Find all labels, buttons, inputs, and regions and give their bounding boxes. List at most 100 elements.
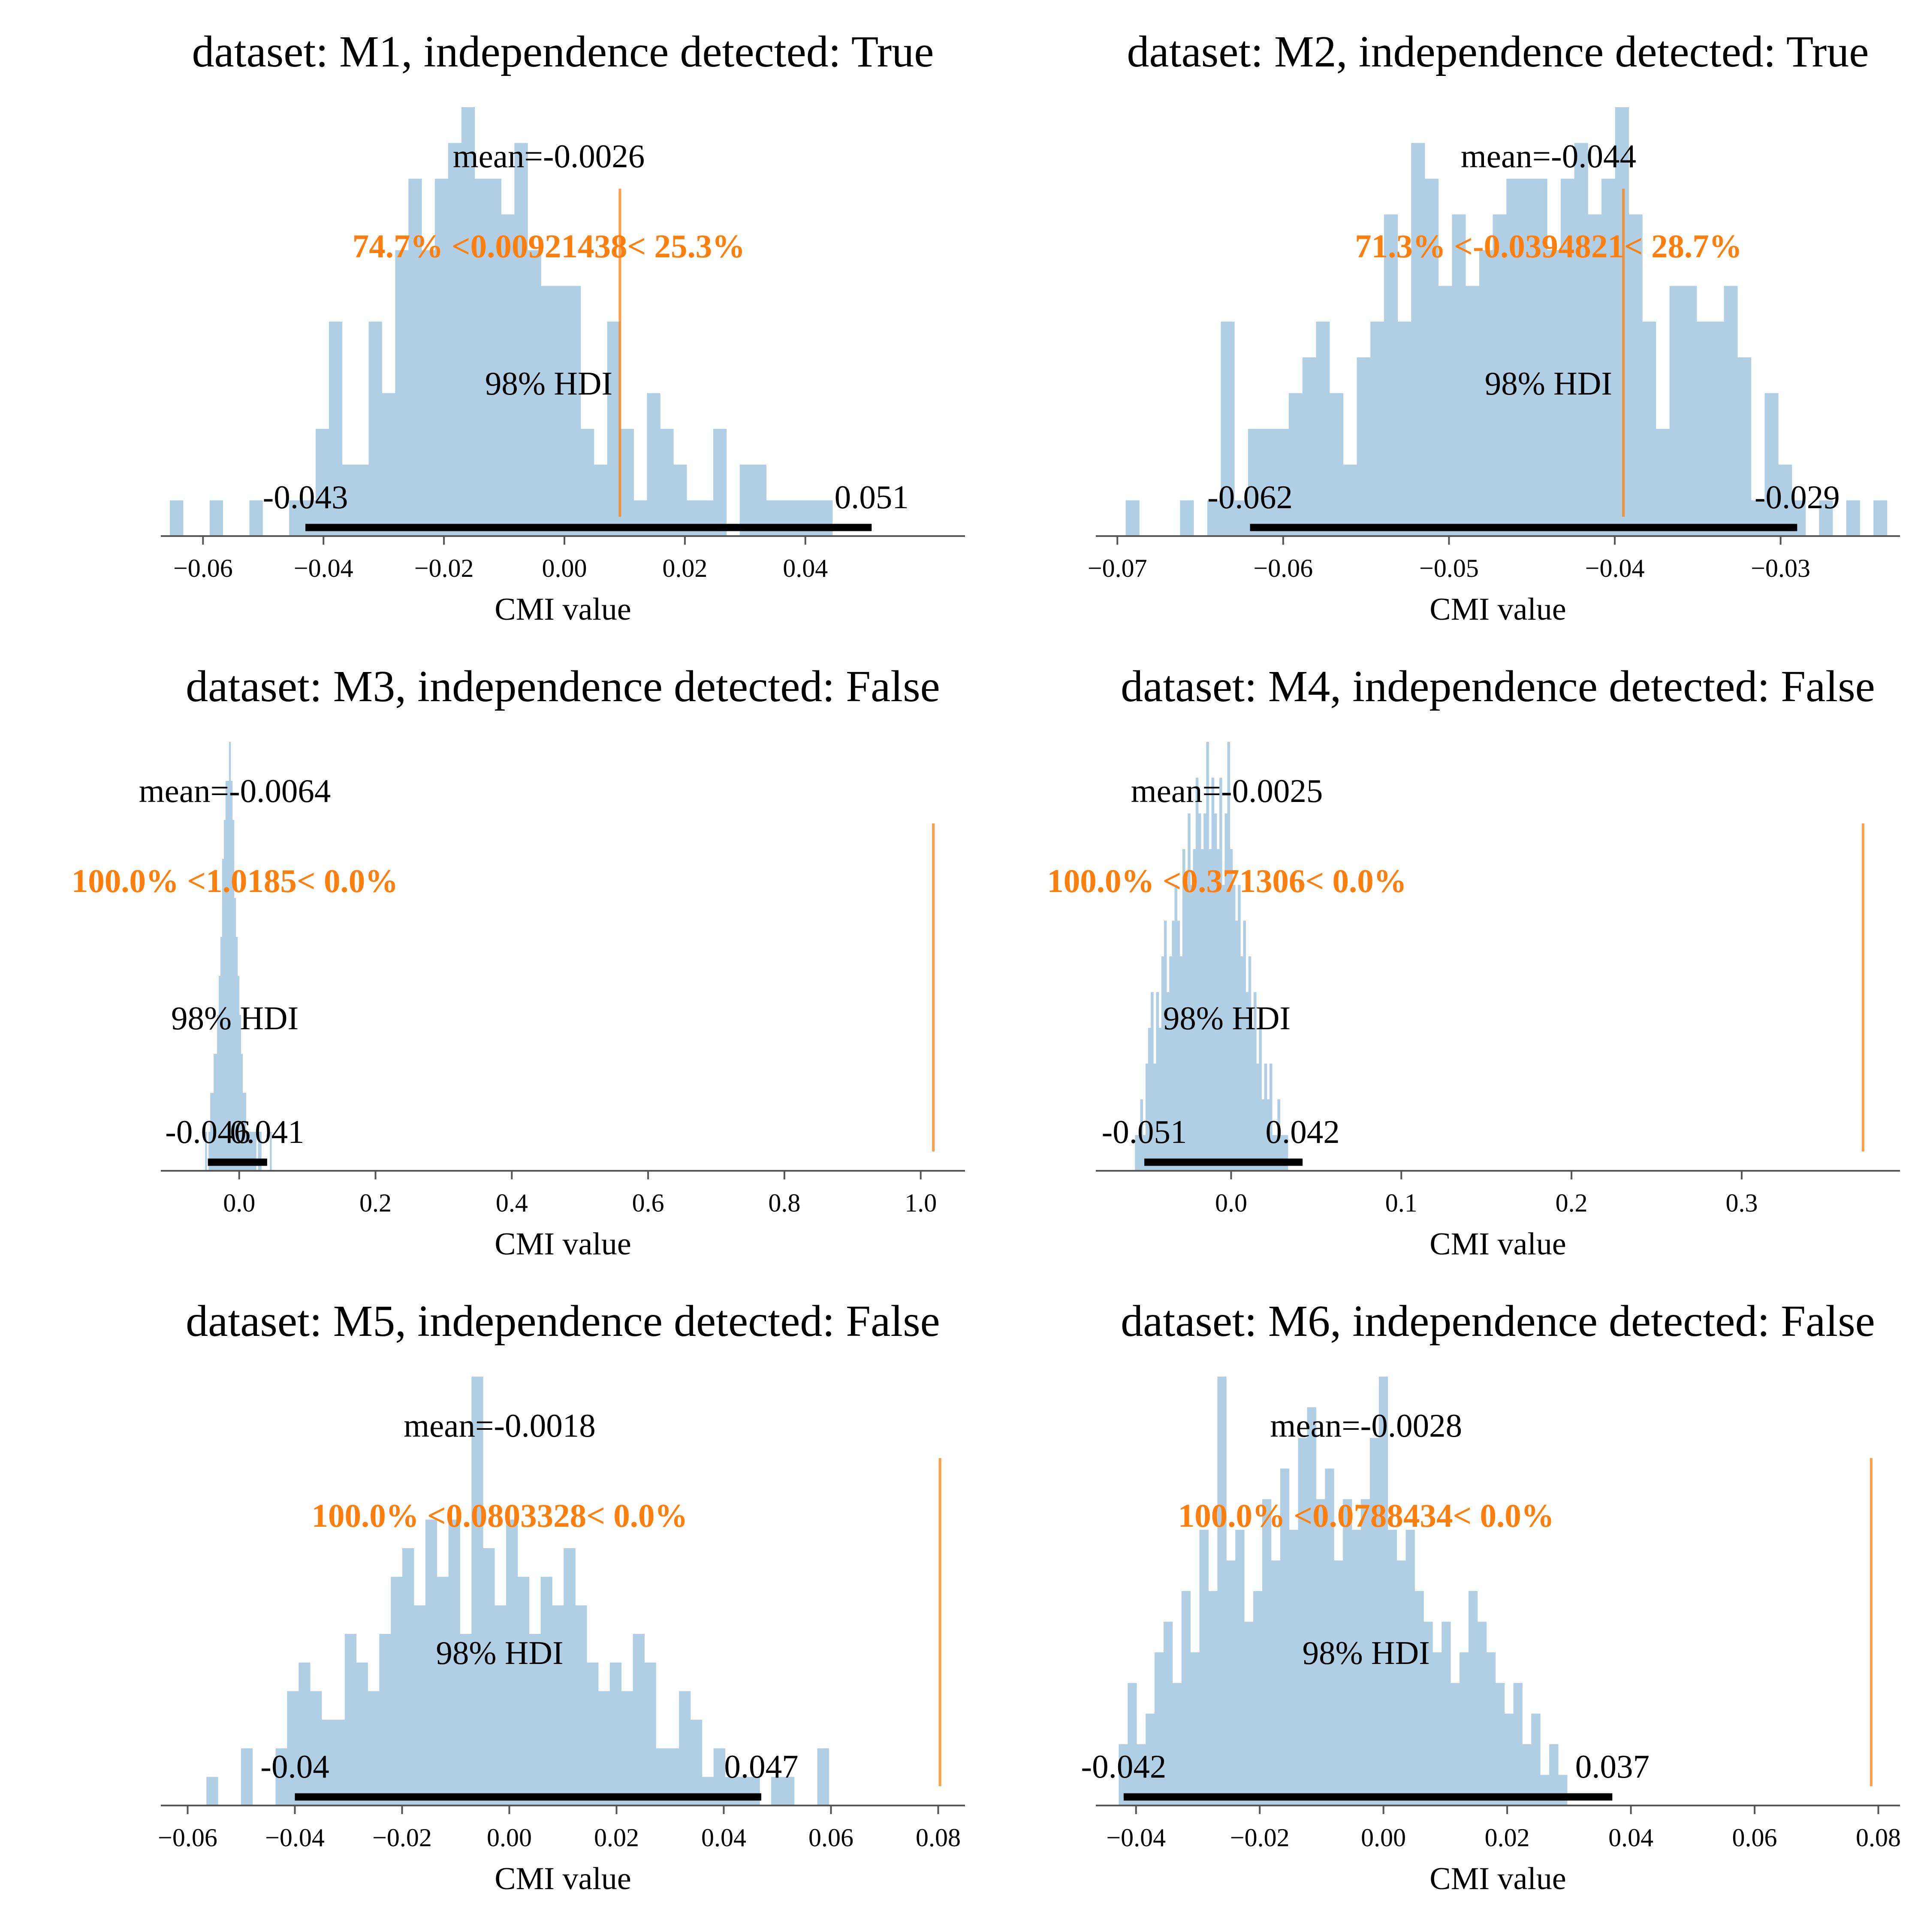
histogram-bar xyxy=(1601,178,1616,536)
histogram-bar xyxy=(435,178,449,536)
histogram-bar xyxy=(1188,813,1191,1171)
histogram-bar xyxy=(1140,1099,1143,1171)
histogram-bar xyxy=(1370,322,1384,536)
x-tick-label: 0.3 xyxy=(1725,1189,1758,1217)
histogram-bar xyxy=(1520,178,1534,536)
histogram-bar xyxy=(253,1132,255,1171)
histogram-bar xyxy=(1261,1099,1265,1171)
histogram-bar xyxy=(1697,322,1711,536)
histogram-bar xyxy=(528,250,541,536)
hdi-high-label: 0.042 xyxy=(1266,1113,1340,1150)
histogram-bar xyxy=(736,1777,748,1805)
histogram-bar xyxy=(1155,1652,1164,1805)
histogram-bar xyxy=(1819,500,1833,536)
histogram-bar xyxy=(1396,1560,1406,1805)
hdi-low-label: -0.043 xyxy=(263,479,348,515)
histogram-bars xyxy=(1125,107,1888,536)
reference-label: 100.0% <0.0803328< 0.0% xyxy=(311,1497,688,1534)
x-tick-label: 0.2 xyxy=(359,1189,392,1217)
histogram-bar xyxy=(501,214,515,536)
mean-label: mean=-0.0018 xyxy=(404,1407,596,1444)
panel-6: −0.04 −0.02 0.00 0.02 0.04 0.06 0.08 CMI value d… xyxy=(1081,1296,1901,1896)
histogram-bar xyxy=(713,429,727,536)
histogram-bar xyxy=(460,1634,472,1805)
hdi-low-label: -0.042 xyxy=(1081,1748,1166,1785)
histogram-bar xyxy=(1238,885,1241,1171)
histogram-bar xyxy=(1397,322,1411,536)
histogram-bar xyxy=(1423,1622,1433,1805)
histogram-bar xyxy=(1264,1064,1267,1171)
histogram-bar xyxy=(1316,1499,1325,1805)
histogram-bar xyxy=(1232,885,1236,1171)
histogram-bar xyxy=(1724,286,1738,536)
histogram-bar xyxy=(1153,1064,1156,1171)
reference-label: 71.3% <-0.0394821< 28.7% xyxy=(1355,228,1742,265)
x-tick-label: 1.0 xyxy=(905,1189,937,1217)
histogram-bar xyxy=(210,1093,212,1171)
x-axis-label: CMI value xyxy=(1429,592,1566,627)
histogram-bar xyxy=(344,1634,357,1805)
histogram-bar xyxy=(1495,1683,1505,1805)
histogram-bar xyxy=(1477,1622,1487,1805)
histogram-bar xyxy=(607,322,621,536)
histogram-bar xyxy=(541,286,555,536)
histogram-bar xyxy=(1195,778,1199,1171)
histogram-bar xyxy=(205,1132,207,1171)
histogram-bar xyxy=(230,781,233,1171)
histogram-bar xyxy=(1208,1591,1218,1805)
panel-2: −0.07 −0.06 −0.05 −0.04 −0.03 CMI value datase… xyxy=(1088,27,1900,627)
x-tick-label: 0.4 xyxy=(496,1189,528,1217)
histogram-bar xyxy=(1180,500,1194,536)
hdi-high-label: 0.037 xyxy=(1575,1748,1650,1785)
histogram-bar xyxy=(1466,286,1480,536)
histogram-bar xyxy=(322,1720,334,1805)
histogram-bar xyxy=(246,1132,248,1171)
histogram-bar xyxy=(609,1662,622,1805)
x-tick-label: −0.03 xyxy=(1751,554,1810,582)
histogram-bar xyxy=(1656,429,1670,536)
histogram-bar xyxy=(1172,1683,1182,1805)
histogram-bar xyxy=(222,859,224,1171)
histogram-bar xyxy=(1261,429,1276,536)
histogram-bar xyxy=(506,1519,518,1805)
histogram-bars xyxy=(1119,1377,1568,1805)
histogram-bar xyxy=(1493,214,1507,536)
histogram-bar xyxy=(310,1691,322,1805)
histogram-bar xyxy=(315,429,329,536)
mean-label: mean=-0.044 xyxy=(1461,138,1636,175)
histogram-bar xyxy=(1243,920,1246,1171)
histogram-bar xyxy=(1531,1713,1541,1805)
x-tick-label: 0.08 xyxy=(1856,1823,1901,1852)
histogram-bar xyxy=(1277,1099,1280,1171)
hdi-high-label: 0.041 xyxy=(230,1113,304,1150)
histogram-bar xyxy=(1352,1530,1361,1805)
histogram-bar xyxy=(1289,393,1303,536)
histogram-bar xyxy=(1201,849,1204,1171)
mean-label: mean=-0.0028 xyxy=(1270,1407,1463,1444)
histogram-bar xyxy=(235,937,238,1171)
x-tick-label: 0.02 xyxy=(594,1823,639,1852)
histogram-bar xyxy=(1513,1683,1523,1805)
x-tick-label: 0.0 xyxy=(223,1189,255,1217)
x-axis-label: CMI value xyxy=(495,1861,631,1896)
histogram-bar xyxy=(215,1054,217,1171)
histogram-bar xyxy=(1285,1135,1288,1171)
histogram-bar xyxy=(395,250,409,536)
histogram-bar xyxy=(1262,1499,1272,1805)
x-tick-label: −0.07 xyxy=(1088,554,1147,582)
histogram-bar xyxy=(514,143,528,536)
histogram-bar xyxy=(580,429,594,536)
histogram-bar xyxy=(575,1605,587,1805)
histogram-bar xyxy=(1163,1622,1173,1805)
histogram-bar xyxy=(225,781,228,1171)
histogram-bar xyxy=(748,1777,760,1805)
histogram-bar xyxy=(1384,214,1398,536)
mean-label: mean=-0.0064 xyxy=(139,772,331,809)
histogram-bar xyxy=(1125,500,1140,536)
histogram-bar xyxy=(633,1634,645,1805)
histogram-bar xyxy=(1254,992,1257,1171)
panel-4: 0.0 0.1 0.2 0.3 CMI value dataset: M4, indepe… xyxy=(1047,662,1900,1262)
hdi-label: 98% HDI xyxy=(1485,365,1612,402)
histogram-bar xyxy=(223,820,226,1171)
histogram-bar xyxy=(356,1662,368,1805)
